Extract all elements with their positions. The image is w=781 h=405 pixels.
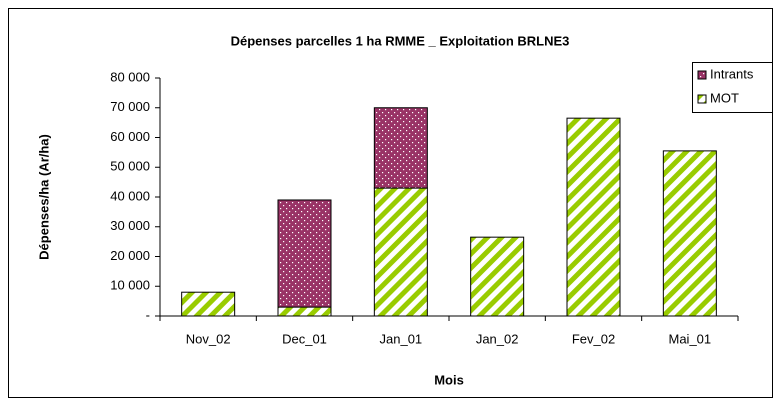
y-tick-label: 50 000 <box>110 159 150 174</box>
x-tick-label: Nov_02 <box>186 331 231 346</box>
chart-title: Dépenses parcelles 1 ha RMME _ Exploitat… <box>231 33 570 48</box>
bar-segment <box>373 187 428 317</box>
legend-box <box>692 62 773 113</box>
y-tick-label: 10 000 <box>110 278 150 293</box>
x-tick-label: Jan_02 <box>476 331 519 346</box>
y-tick-label: 70 000 <box>110 99 150 114</box>
legend-label: MOT <box>710 90 739 105</box>
bar-segment <box>373 107 428 189</box>
x-tick-label: Fev_02 <box>572 331 615 346</box>
legend-swatch <box>697 70 707 80</box>
bar-segment <box>181 291 236 317</box>
x-tick-label: Jan_01 <box>380 331 423 346</box>
bar-segment <box>662 150 717 317</box>
y-tick-label: - <box>146 307 150 322</box>
x-tick-label: Mai_01 <box>669 331 712 346</box>
bar-segment <box>566 117 621 317</box>
x-axis-label: Mois <box>434 372 464 387</box>
y-axis-label: Dépenses/ha (Ar/ha) <box>36 134 51 260</box>
legend-swatch <box>697 94 707 104</box>
bar-segment <box>470 236 525 317</box>
x-tick-label: Dec_01 <box>282 331 327 346</box>
y-tick-label: 80 000 <box>110 69 150 84</box>
y-tick-label: 20 000 <box>110 248 150 263</box>
legend-label: Intrants <box>710 66 754 81</box>
bar-segment <box>277 306 332 317</box>
bar-segment <box>277 199 332 308</box>
y-tick-label: 40 000 <box>110 188 150 203</box>
y-tick-label: 30 000 <box>110 218 150 233</box>
y-tick-label: 60 000 <box>110 129 150 144</box>
